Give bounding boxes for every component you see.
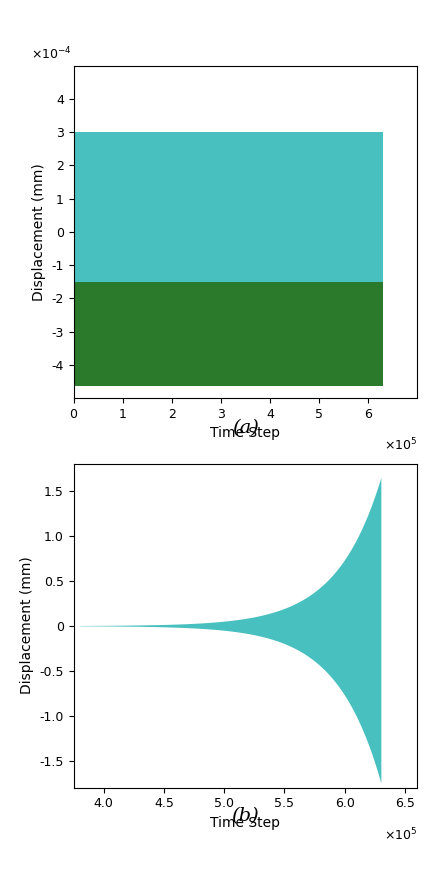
Text: $\times10^5$: $\times10^5$	[384, 437, 417, 453]
Y-axis label: Displacement (mm): Displacement (mm)	[32, 163, 46, 301]
Text: $\times10^5$: $\times10^5$	[384, 826, 417, 843]
Y-axis label: Displacement (mm): Displacement (mm)	[20, 556, 34, 695]
Text: $\times10^{-4}$: $\times10^{-4}$	[31, 46, 72, 62]
X-axis label: Time Step: Time Step	[211, 426, 280, 440]
X-axis label: Time Step: Time Step	[211, 816, 280, 829]
Text: (b): (b)	[231, 807, 259, 825]
Text: (a): (a)	[232, 419, 259, 438]
